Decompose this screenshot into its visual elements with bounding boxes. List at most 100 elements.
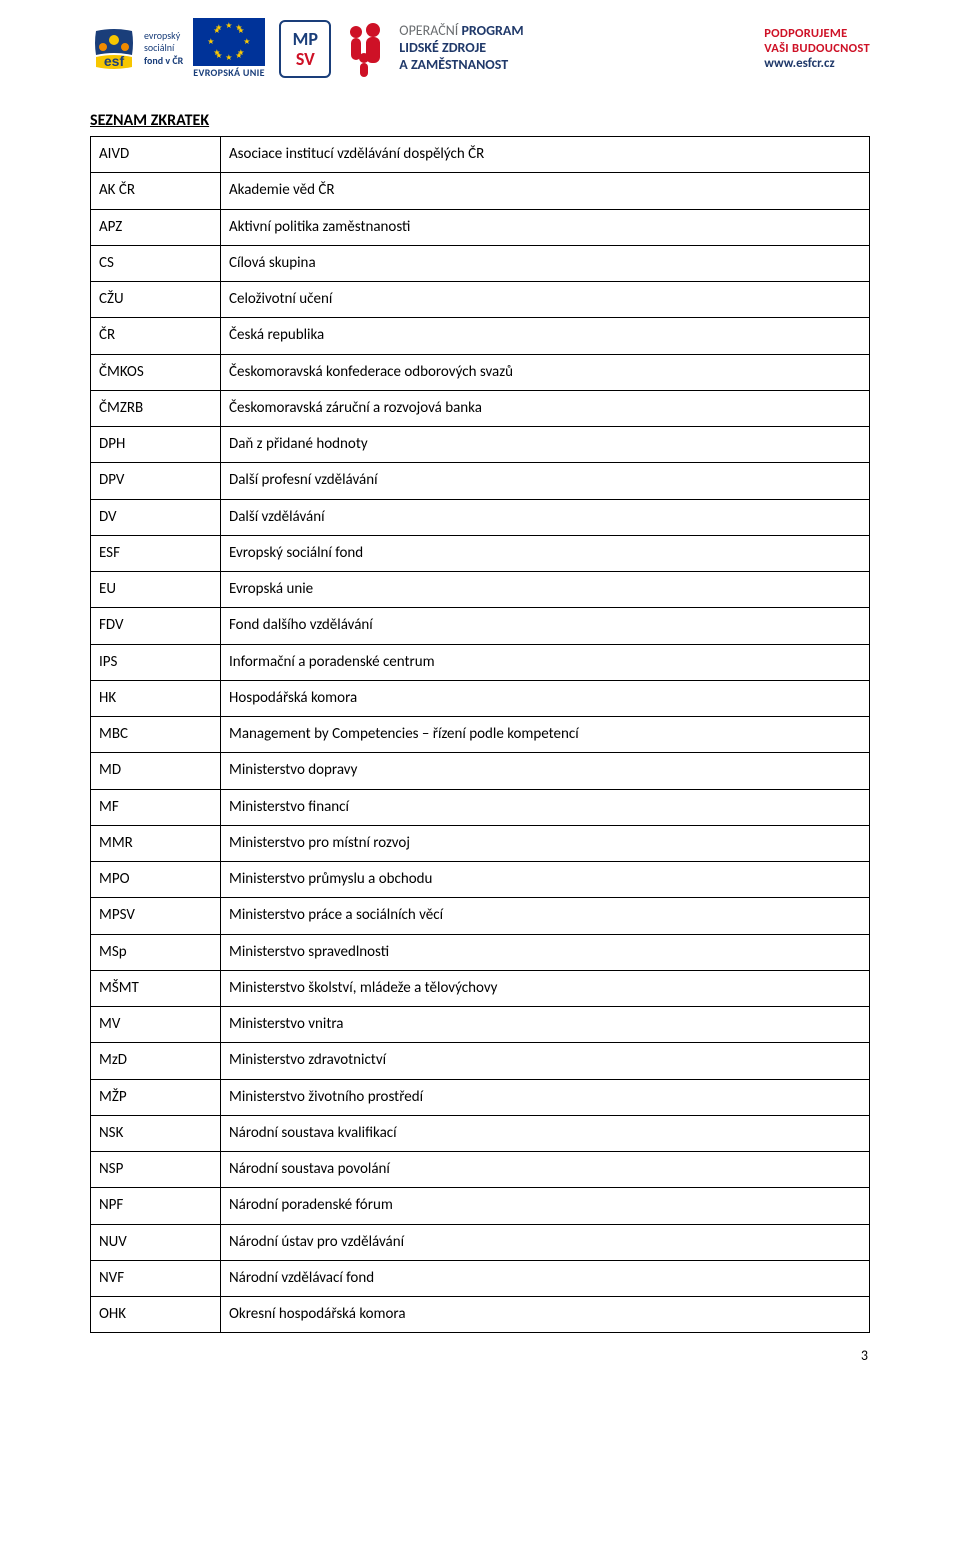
- table-row: DPHDaň z přidané hodnoty: [91, 427, 870, 463]
- desc-cell: Českomoravská konfederace odborových sva…: [221, 354, 870, 390]
- abbr-cell: ČMZRB: [91, 390, 221, 426]
- abbr-cell: ČMKOS: [91, 354, 221, 390]
- abbr-cell: APZ: [91, 209, 221, 245]
- desc-cell: Ministerstvo průmyslu a obchodu: [221, 862, 870, 898]
- abbr-cell: NSP: [91, 1152, 221, 1188]
- table-row: MPSVMinisterstvo práce a sociálních věcí: [91, 898, 870, 934]
- abbr-cell: CŽU: [91, 282, 221, 318]
- table-row: ČMKOSČeskomoravská konfederace odborovýc…: [91, 354, 870, 390]
- mpsv-logo: MP SV: [279, 20, 331, 78]
- op-line1: OPERAČNÍ PROGRAM: [399, 23, 523, 40]
- header-banner: esf evropský sociální fond v ČR ★ ★ ★ ★ …: [90, 18, 870, 79]
- op-line3: A ZAMĚSTNANOST: [399, 57, 523, 74]
- desc-cell: Cílová skupina: [221, 245, 870, 281]
- table-row: ČMZRBČeskomoravská záruční a rozvojová b…: [91, 390, 870, 426]
- desc-cell: Okresní hospodářská komora: [221, 1297, 870, 1333]
- desc-cell: Management by Competencies – řízení podl…: [221, 717, 870, 753]
- svg-text:esf: esf: [104, 53, 125, 69]
- promo-url: www.esfcr.cz: [764, 56, 870, 71]
- table-row: CSCílová skupina: [91, 245, 870, 281]
- table-row: AK ČRAkademie věd ČR: [91, 173, 870, 209]
- desc-cell: Českomoravská záruční a rozvojová banka: [221, 390, 870, 426]
- esf-logo-text: evropský sociální fond v ČR: [144, 30, 183, 68]
- abbr-cell: MŠMT: [91, 970, 221, 1006]
- abbr-cell: MPSV: [91, 898, 221, 934]
- desc-cell: Národní soustava povolání: [221, 1152, 870, 1188]
- table-row: CŽUCeloživotní učení: [91, 282, 870, 318]
- esf-icon: esf: [90, 25, 138, 73]
- table-row: NUVNárodní ústav pro vzdělávání: [91, 1224, 870, 1260]
- desc-cell: Národní ústav pro vzdělávání: [221, 1224, 870, 1260]
- desc-cell: Daň z přidané hodnoty: [221, 427, 870, 463]
- desc-cell: Ministerstvo školství, mládeže a tělovýc…: [221, 970, 870, 1006]
- desc-cell: Evropský sociální fond: [221, 535, 870, 571]
- abbr-cell: FDV: [91, 608, 221, 644]
- desc-cell: Česká republika: [221, 318, 870, 354]
- abbr-cell: MD: [91, 753, 221, 789]
- table-row: DVDalší vzdělávání: [91, 499, 870, 535]
- abbr-cell: MBC: [91, 717, 221, 753]
- abbr-cell: ČR: [91, 318, 221, 354]
- abbr-cell: NPF: [91, 1188, 221, 1224]
- family-icon: [341, 20, 389, 78]
- abbr-cell: MSp: [91, 934, 221, 970]
- table-row: EUEvropská unie: [91, 572, 870, 608]
- mpsv-top: MP: [293, 30, 318, 48]
- page: esf evropský sociální fond v ČR ★ ★ ★ ★ …: [0, 0, 960, 1394]
- promo-line1: PODPORUJEME: [764, 26, 870, 41]
- table-row: MzDMinisterstvo zdravotnictví: [91, 1043, 870, 1079]
- abbr-cell: MzD: [91, 1043, 221, 1079]
- promo-line2: VAŠI BUDOUCNOST: [764, 41, 870, 56]
- desc-cell: Ministerstvo vnitra: [221, 1007, 870, 1043]
- abbr-cell: AK ČR: [91, 173, 221, 209]
- table-row: NPFNárodní poradenské fórum: [91, 1188, 870, 1224]
- abbr-cell: NSK: [91, 1115, 221, 1151]
- abbr-cell: ESF: [91, 535, 221, 571]
- abbr-cell: HK: [91, 680, 221, 716]
- table-row: DPVDalší profesní vzdělávání: [91, 463, 870, 499]
- desc-cell: Hospodářská komora: [221, 680, 870, 716]
- desc-cell: Další vzdělávání: [221, 499, 870, 535]
- table-row: NVFNárodní vzdělávací fond: [91, 1260, 870, 1296]
- desc-cell: Evropská unie: [221, 572, 870, 608]
- desc-cell: Fond dalšího vzdělávání: [221, 608, 870, 644]
- desc-cell: Ministerstvo spravedlnosti: [221, 934, 870, 970]
- table-row: ESFEvropský sociální fond: [91, 535, 870, 571]
- table-row: MDMinisterstvo dopravy: [91, 753, 870, 789]
- mpsv-bot: SV: [296, 50, 315, 68]
- abbr-cell: MF: [91, 789, 221, 825]
- table-row: FDVFond dalšího vzdělávání: [91, 608, 870, 644]
- page-number: 3: [90, 1347, 870, 1364]
- abbr-cell: DPV: [91, 463, 221, 499]
- esf-line2: sociální: [144, 42, 183, 55]
- desc-cell: Ministerstvo dopravy: [221, 753, 870, 789]
- desc-cell: Aktivní politika zaměstnanosti: [221, 209, 870, 245]
- table-row: ČRČeská republika: [91, 318, 870, 354]
- esf-logo: esf evropský sociální fond v ČR: [90, 25, 183, 73]
- desc-cell: Informační a poradenské centrum: [221, 644, 870, 680]
- table-row: AIVDAsociace institucí vzdělávání dospěl…: [91, 137, 870, 173]
- desc-cell: Ministerstvo práce a sociálních věcí: [221, 898, 870, 934]
- table-row: MPOMinisterstvo průmyslu a obchodu: [91, 862, 870, 898]
- table-row: NSPNárodní soustava povolání: [91, 1152, 870, 1188]
- table-row: MŠMTMinisterstvo školství, mládeže a těl…: [91, 970, 870, 1006]
- abbr-cell: MPO: [91, 862, 221, 898]
- eu-logo: ★ ★ ★ ★ ★ ★ ★ ★ ★ ★ ★ ★ EVROPSKÁ UNIE: [193, 18, 269, 79]
- abbr-cell: EU: [91, 572, 221, 608]
- esf-line3: fond v ČR: [144, 55, 183, 68]
- op-line2: LIDSKÉ ZDROJE: [399, 40, 523, 57]
- abbr-cell: AIVD: [91, 137, 221, 173]
- op-line1a: OPERAČNÍ: [399, 22, 461, 39]
- abbreviations-table: AIVDAsociace institucí vzdělávání dospěl…: [90, 136, 870, 1333]
- table-row: MFMinisterstvo financí: [91, 789, 870, 825]
- table-row: IPSInformační a poradenské centrum: [91, 644, 870, 680]
- desc-cell: Národní vzdělávací fond: [221, 1260, 870, 1296]
- table-row: NSKNárodní soustava kvalifikací: [91, 1115, 870, 1151]
- promo-block: PODPORUJEME VAŠI BUDOUCNOST www.esfcr.cz: [764, 26, 870, 71]
- section-title: SEZNAM ZKRATEK: [90, 111, 870, 130]
- eu-flag-icon: ★ ★ ★ ★ ★ ★ ★ ★ ★ ★ ★ ★: [193, 18, 265, 66]
- abbr-cell: DPH: [91, 427, 221, 463]
- eu-label: EVROPSKÁ UNIE: [193, 66, 269, 79]
- table-row: APZAktivní politika zaměstnanosti: [91, 209, 870, 245]
- table-row: OHKOkresní hospodářská komora: [91, 1297, 870, 1333]
